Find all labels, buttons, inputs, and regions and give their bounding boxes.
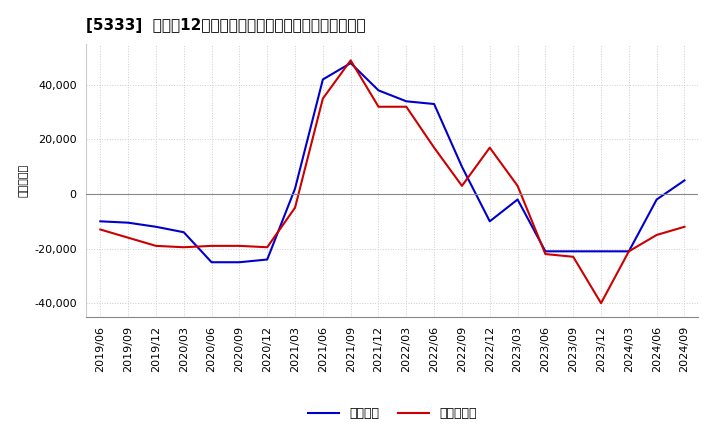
経常利益 (402, 99, 410, 104)
当期純利益 (374, 104, 383, 110)
経常利益 (569, 249, 577, 254)
当期純利益 (124, 235, 132, 240)
経常利益 (263, 257, 271, 262)
経常利益 (96, 219, 104, 224)
Text: [5333]  利益の12か月移動合計の対前年同期増減額の推移: [5333] 利益の12か月移動合計の対前年同期増減額の推移 (86, 18, 366, 33)
経常利益 (541, 249, 550, 254)
経常利益 (124, 220, 132, 225)
Y-axis label: （百万円）: （百万円） (19, 164, 29, 197)
経常利益 (152, 224, 161, 229)
当期純利益 (541, 251, 550, 257)
経常利益 (179, 230, 188, 235)
当期純利益 (513, 183, 522, 188)
当期純利益 (430, 145, 438, 150)
当期純利益 (207, 243, 216, 249)
経常利益 (430, 101, 438, 106)
Legend: 経常利益, 当期純利益: 経常利益, 当期純利益 (303, 402, 482, 425)
当期純利益 (152, 243, 161, 249)
Line: 当期純利益: 当期純利益 (100, 60, 685, 303)
経常利益 (346, 60, 355, 66)
経常利益 (624, 249, 633, 254)
経常利益 (374, 88, 383, 93)
経常利益 (680, 178, 689, 183)
当期純利益 (458, 183, 467, 188)
当期純利益 (680, 224, 689, 229)
当期純利益 (179, 245, 188, 250)
経常利益 (235, 260, 243, 265)
当期純利益 (569, 254, 577, 260)
当期純利益 (485, 145, 494, 150)
経常利益 (513, 197, 522, 202)
当期純利益 (346, 58, 355, 63)
経常利益 (652, 197, 661, 202)
経常利益 (207, 260, 216, 265)
経常利益 (291, 186, 300, 191)
Line: 経常利益: 経常利益 (100, 63, 685, 262)
当期純利益 (235, 243, 243, 249)
当期純利益 (96, 227, 104, 232)
経常利益 (318, 77, 327, 82)
当期純利益 (318, 96, 327, 101)
経常利益 (597, 249, 606, 254)
当期純利益 (291, 205, 300, 210)
当期純利益 (652, 232, 661, 238)
経常利益 (485, 219, 494, 224)
当期純利益 (263, 245, 271, 250)
経常利益 (458, 164, 467, 169)
当期純利益 (597, 301, 606, 306)
当期純利益 (402, 104, 410, 110)
当期純利益 (624, 249, 633, 254)
